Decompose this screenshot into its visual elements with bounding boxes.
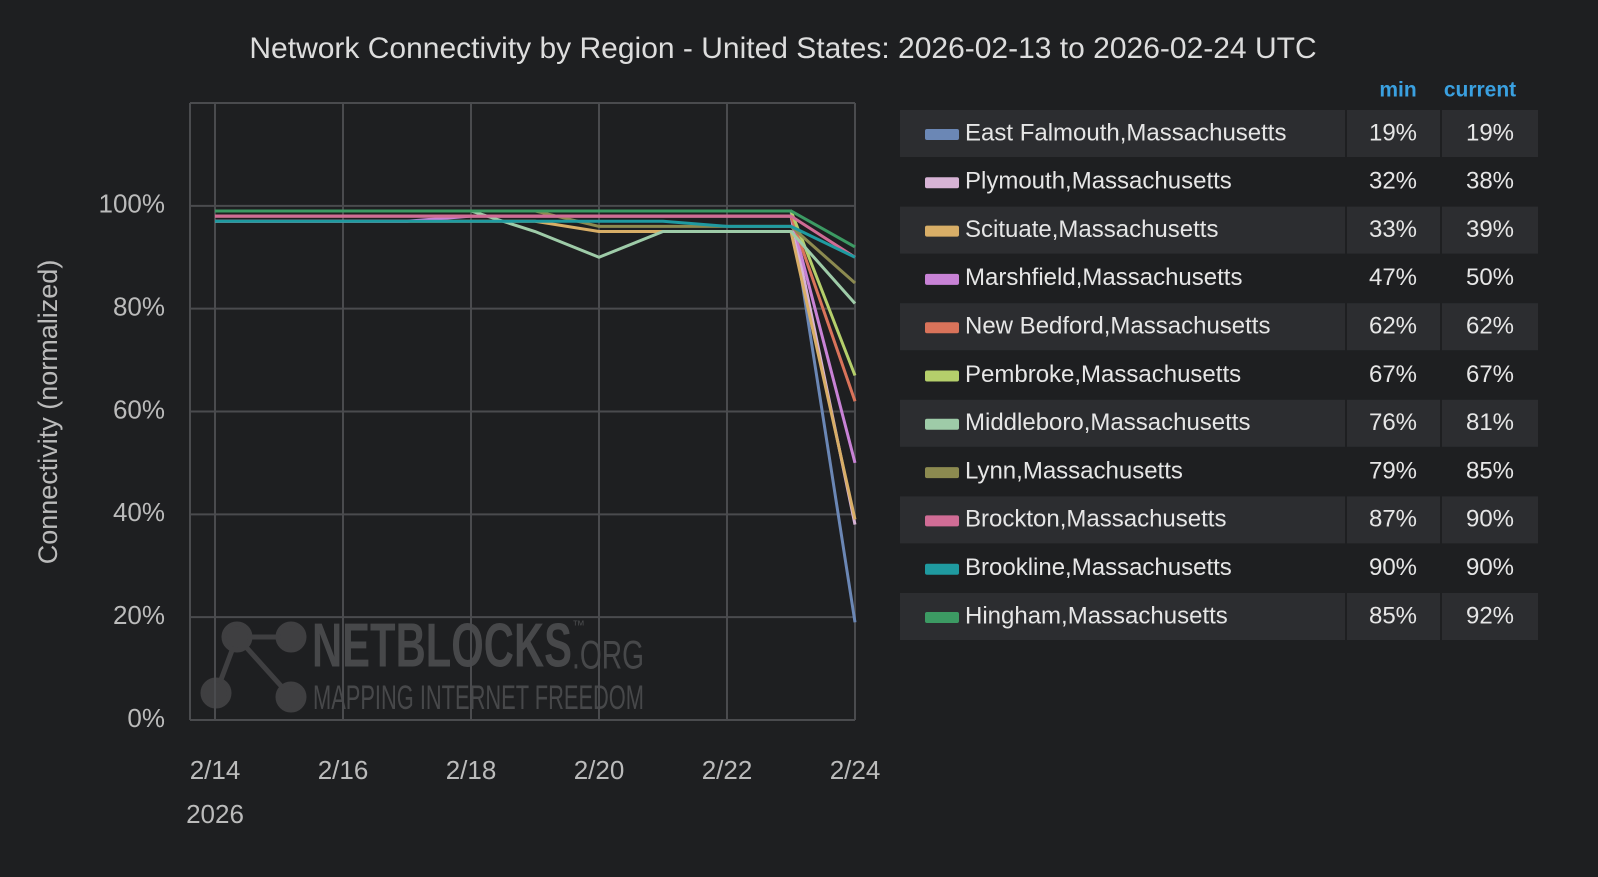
legend-row — [1442, 110, 1538, 157]
y-tick-label: 100% — [99, 189, 166, 219]
legend-row — [1347, 399, 1440, 447]
legend-min: 67% — [1369, 361, 1417, 388]
legend-row — [1347, 496, 1440, 544]
series-line — [215, 219, 856, 259]
legend-row — [900, 496, 1345, 544]
series-line — [215, 214, 857, 525]
legend-row — [1347, 206, 1440, 254]
y-tick-label: 40% — [113, 497, 165, 527]
legend-column-header: current — [1444, 79, 1516, 102]
legend-label: Plymouth,Massachusetts — [965, 168, 1232, 195]
legend-label: Marshfield,Massachusetts — [965, 264, 1242, 291]
chart-title: Network Connectivity by Region - United … — [249, 32, 1316, 65]
legend-label: East Falmouth,Massachusetts — [965, 119, 1286, 146]
legend-swatch — [925, 467, 959, 479]
y-tick-label: 20% — [113, 600, 165, 630]
x-tick-label: 2/16 — [318, 755, 369, 785]
legend-min: 19% — [1369, 119, 1417, 146]
series-line — [215, 209, 857, 623]
legend-row — [1442, 496, 1538, 544]
legend-current: 85% — [1466, 457, 1514, 484]
legend-row — [900, 110, 1345, 157]
legend-row — [1442, 593, 1538, 640]
legend-current: 50% — [1466, 264, 1514, 291]
legend-label: Hingham,Massachusetts — [965, 602, 1228, 629]
watermark-suffix: .ORG — [572, 634, 644, 678]
x-tick-label: 2/22 — [702, 755, 753, 785]
series-line — [215, 214, 856, 259]
legend-swatch — [925, 418, 959, 430]
x-tick-label: 2/24 — [830, 755, 881, 785]
legend-swatch — [925, 322, 959, 334]
legend-current: 67% — [1466, 361, 1514, 388]
legend-swatch — [925, 273, 959, 285]
series-line — [215, 209, 857, 305]
y-tick-label: 60% — [113, 394, 165, 424]
legend-swatch — [925, 177, 959, 189]
legend-min: 90% — [1369, 554, 1417, 581]
watermark: NETBLOCKS ™ .ORG MAPPING INTERNET FREEDO… — [200, 611, 644, 717]
legend-row — [1347, 303, 1440, 351]
x-tick-label: 2/18 — [446, 755, 497, 785]
legend-min: 32% — [1369, 168, 1417, 195]
legend-label: Brockton,Massachusetts — [965, 506, 1226, 533]
legend-swatch — [925, 129, 959, 140]
watermark-name: NETBLOCKS — [312, 611, 572, 680]
legend-row — [900, 399, 1345, 447]
y-tick-label: 0% — [127, 703, 165, 733]
legend-min: 47% — [1369, 264, 1417, 291]
legend-row — [1347, 110, 1440, 157]
legend-row — [1442, 399, 1538, 447]
legend-label: Lynn,Massachusetts — [965, 457, 1183, 484]
legend-min: 62% — [1369, 313, 1417, 340]
x-year-label: 2026 — [186, 799, 244, 829]
legend-column-header: min — [1379, 79, 1416, 102]
legend-row — [900, 206, 1345, 254]
y-tick-label: 80% — [113, 292, 165, 322]
legend-current: 62% — [1466, 313, 1514, 340]
legend-label: Brookline,Massachusetts — [965, 554, 1232, 581]
legend-current: 90% — [1466, 554, 1514, 581]
series-line — [215, 214, 857, 464]
legend-min: 33% — [1369, 216, 1417, 243]
legend-current: 19% — [1466, 119, 1514, 146]
legend-label: Middleboro,Massachusetts — [965, 409, 1250, 436]
legend-swatch — [925, 225, 959, 237]
series-line — [215, 209, 857, 377]
series-line — [215, 209, 856, 249]
watermark-tm: ™ — [572, 617, 585, 632]
legend-swatch — [925, 563, 959, 575]
legend-current: 81% — [1466, 409, 1514, 436]
legend-min: 76% — [1369, 409, 1417, 436]
legend-row — [1442, 206, 1538, 254]
x-tick-label: 2/14 — [190, 755, 241, 785]
legend-min: 87% — [1369, 506, 1417, 533]
legend-row — [900, 593, 1345, 640]
legend-swatch — [925, 515, 959, 527]
watermark-tagline: MAPPING INTERNET FREEDOM — [313, 679, 644, 717]
legend-current: 90% — [1466, 506, 1514, 533]
series-line — [215, 219, 857, 520]
legend-row — [1442, 303, 1538, 351]
legend-current: 92% — [1466, 602, 1514, 629]
legend-swatch — [925, 370, 959, 382]
y-axis-label: Connectivity (normalized) — [33, 260, 63, 565]
legend-row — [1347, 593, 1440, 640]
x-tick-label: 2/20 — [574, 755, 625, 785]
legend-min: 85% — [1369, 602, 1417, 629]
legend-swatch — [925, 612, 959, 623]
legend-label: Scituate,Massachusetts — [965, 216, 1218, 243]
legend-min: 79% — [1369, 457, 1417, 484]
legend-current: 39% — [1466, 216, 1514, 243]
legend-current: 38% — [1466, 168, 1514, 195]
legend-label: New Bedford,Massachusetts — [965, 313, 1270, 340]
legend-row — [900, 303, 1345, 351]
legend-label: Pembroke,Massachusetts — [965, 361, 1241, 388]
